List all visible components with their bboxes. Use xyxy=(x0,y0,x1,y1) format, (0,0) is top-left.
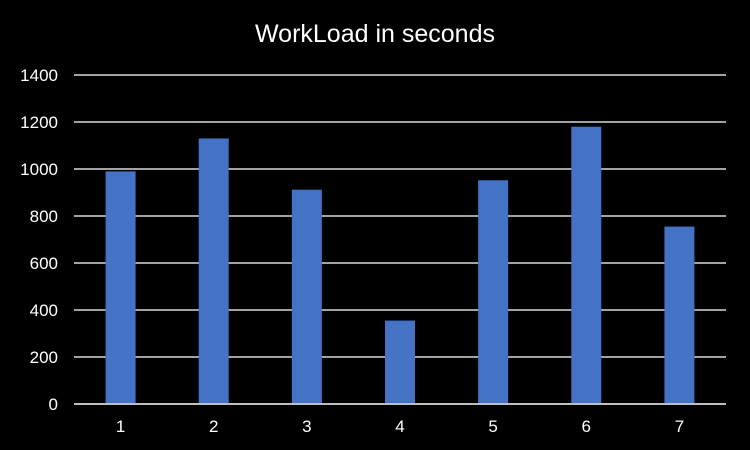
x-tick-label: 6 xyxy=(582,417,591,436)
y-tick-label: 1400 xyxy=(20,66,58,85)
y-tick-label: 200 xyxy=(30,348,58,367)
bar-4 xyxy=(385,320,415,404)
x-axis-ticks: 1 2 3 4 5 6 7 xyxy=(116,417,684,436)
x-tick-label: 7 xyxy=(675,417,684,436)
y-tick-label: 800 xyxy=(30,207,58,226)
x-tick-label: 1 xyxy=(116,417,125,436)
bar-6 xyxy=(571,126,602,404)
x-tick-label: 5 xyxy=(488,417,497,436)
bar-3 xyxy=(291,189,322,404)
y-tick-label: 1000 xyxy=(20,160,58,179)
bars xyxy=(74,126,726,405)
x-tick-label: 4 xyxy=(395,417,404,436)
y-axis-ticks: 0 200 400 600 800 1000 1200 1400 xyxy=(20,66,58,414)
gridlines xyxy=(74,74,726,405)
y-tick-label: 0 xyxy=(49,395,58,414)
x-tick-label: 3 xyxy=(302,417,311,436)
chart-title: WorkLoad in seconds xyxy=(255,20,495,48)
bar-1 xyxy=(105,171,136,404)
bar-7 xyxy=(664,226,695,404)
y-tick-label: 1200 xyxy=(20,113,58,132)
bar-5 xyxy=(478,180,509,404)
bar-2 xyxy=(198,138,229,404)
x-tick-label: 2 xyxy=(209,417,218,436)
y-tick-label: 400 xyxy=(30,301,58,320)
y-tick-label: 600 xyxy=(30,254,58,273)
